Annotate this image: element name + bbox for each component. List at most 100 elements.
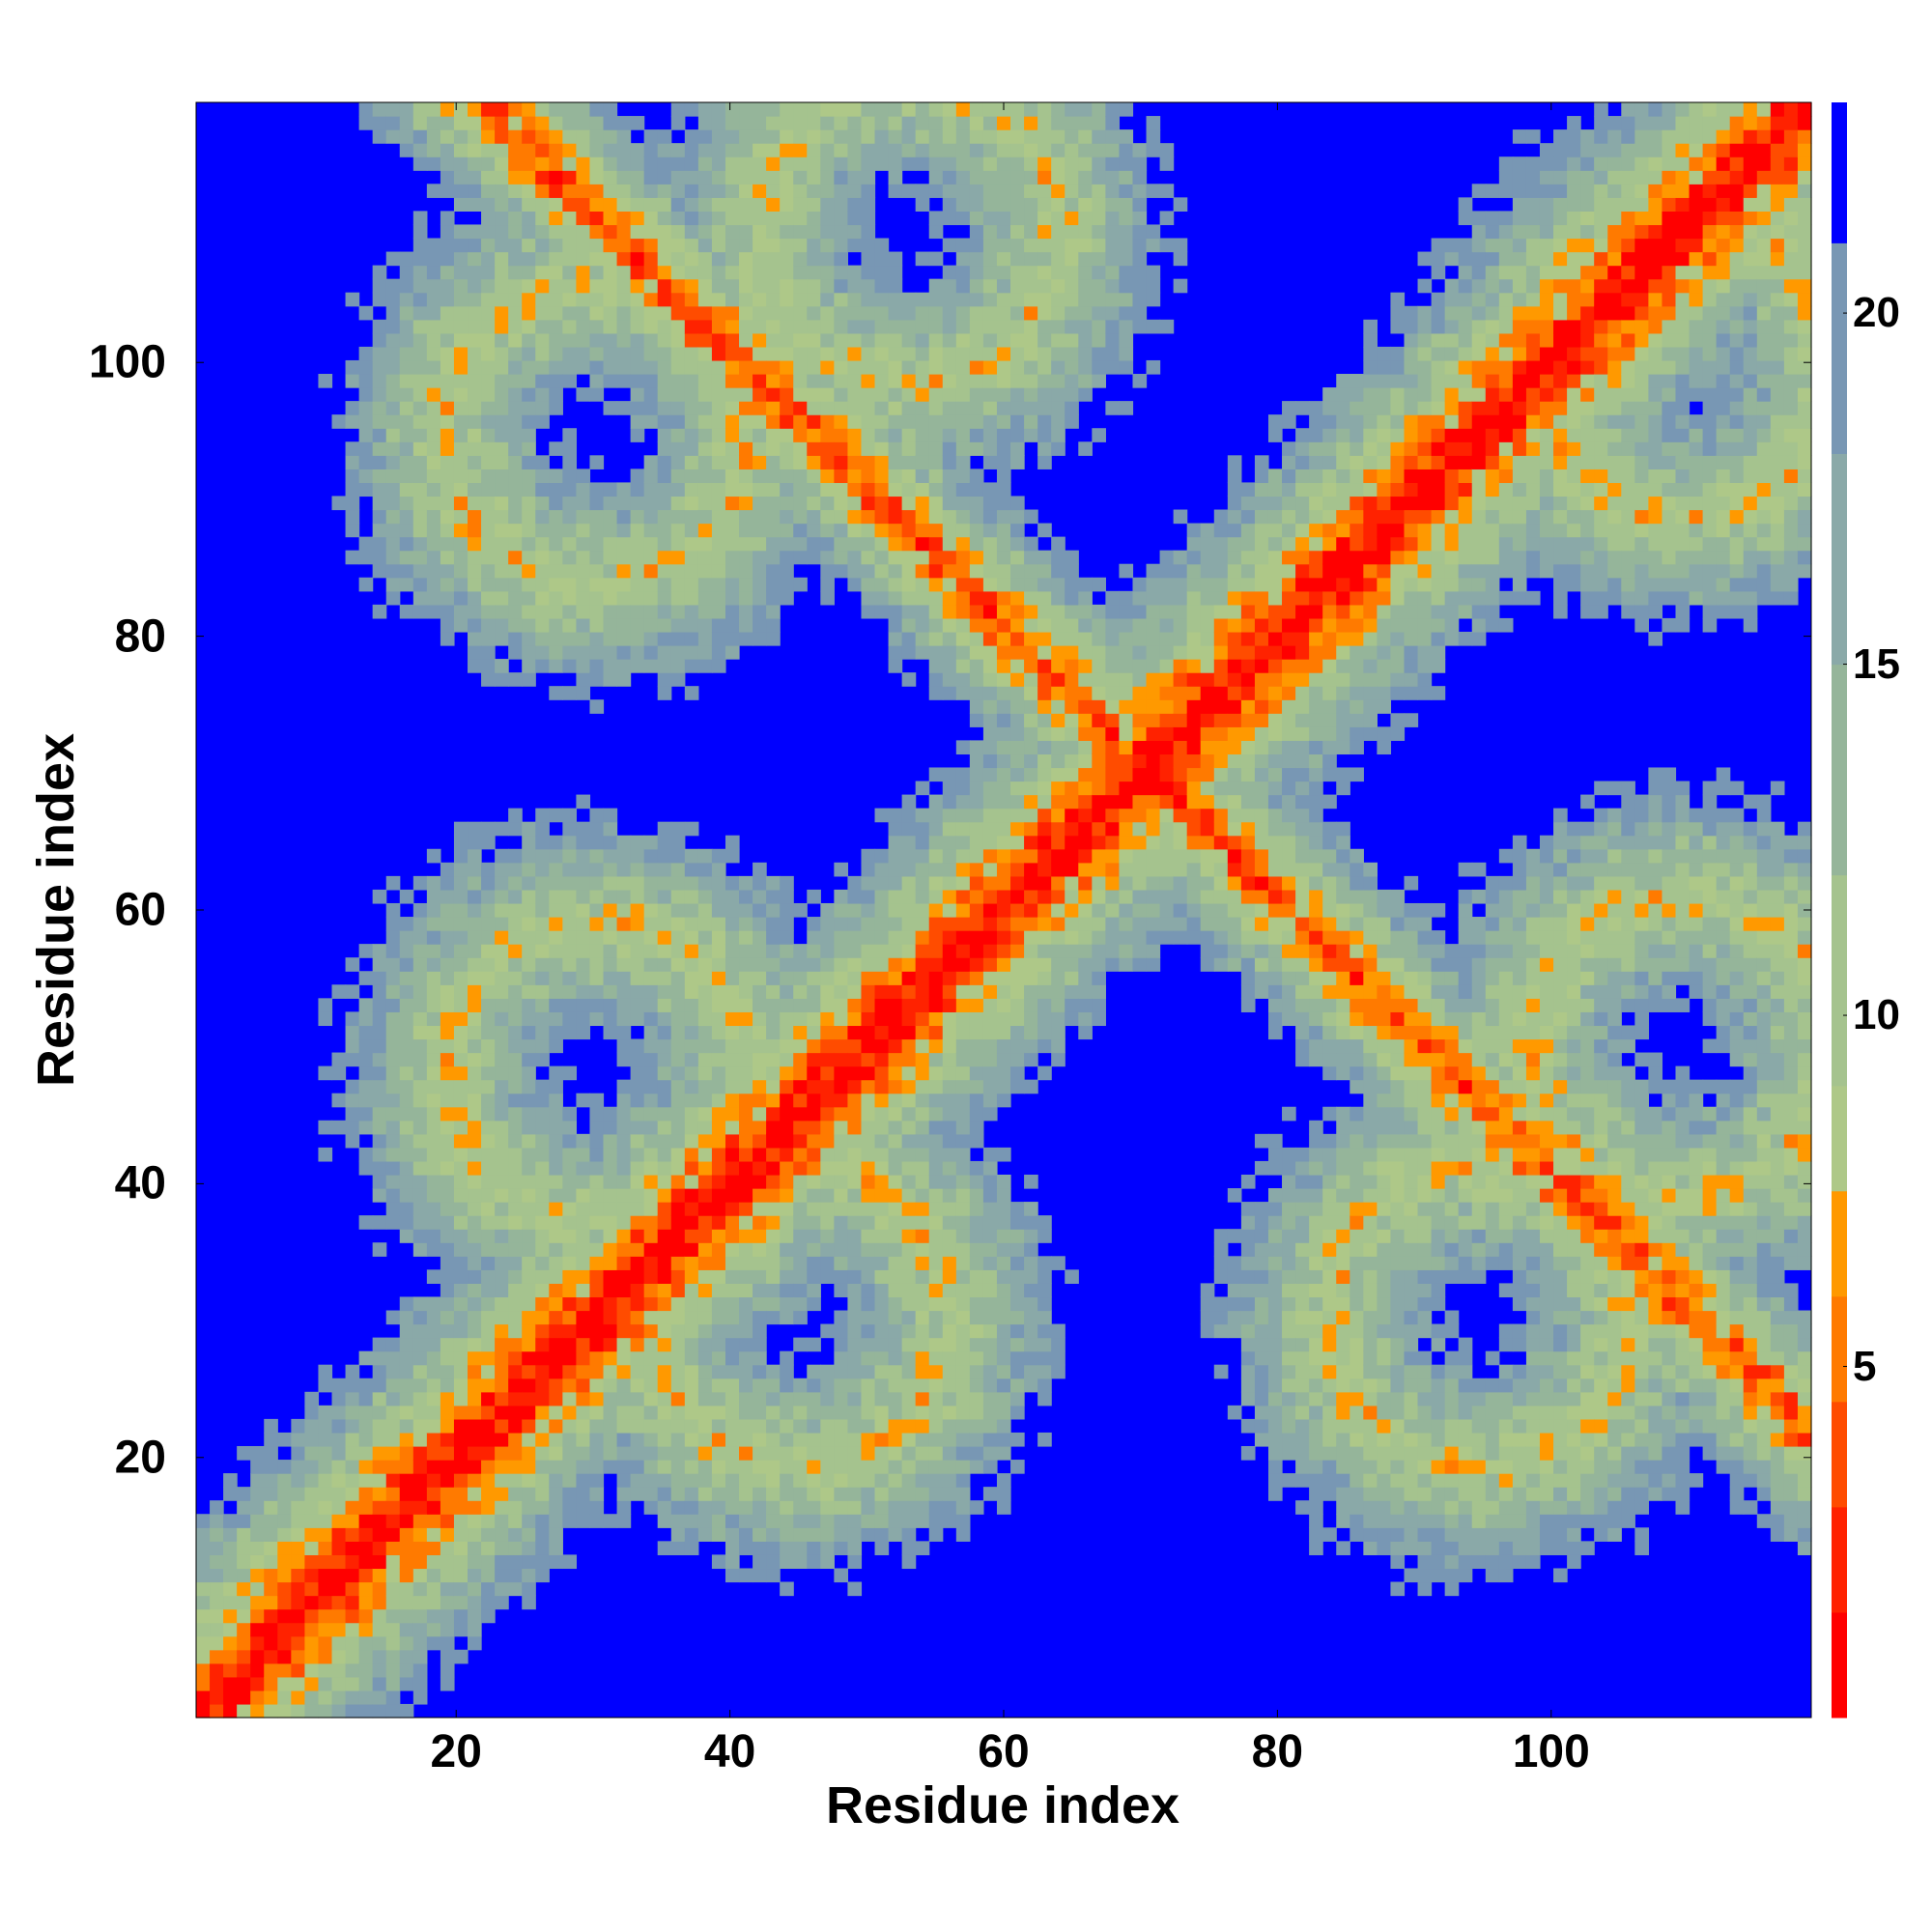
heatmap-cell — [495, 1350, 509, 1366]
heatmap-cell — [385, 469, 401, 484]
heatmap-cell — [942, 1160, 957, 1176]
heatmap-cell — [901, 1337, 917, 1352]
heatmap-cell — [955, 1364, 971, 1379]
heatmap-cell — [385, 482, 401, 497]
heatmap-cell — [874, 278, 890, 294]
heatmap-cell — [807, 1052, 821, 1067]
heatmap-cell — [874, 1025, 890, 1040]
heatmap-cell — [250, 1500, 265, 1515]
heatmap-cell — [793, 184, 808, 198]
heatmap-cell — [874, 1160, 890, 1176]
heatmap-cell — [426, 1310, 441, 1325]
heatmap-cell — [318, 1608, 333, 1624]
heatmap-cell — [643, 1418, 659, 1434]
heatmap-cell — [453, 1405, 469, 1420]
heatmap-cell — [495, 1065, 509, 1081]
heatmap-cell — [358, 1541, 374, 1555]
heatmap-cell — [697, 251, 713, 267]
heatmap-cell — [1065, 686, 1079, 700]
heatmap-cell — [657, 1147, 672, 1162]
heatmap-cell — [1037, 1025, 1052, 1040]
heatmap-cell — [426, 265, 441, 280]
heatmap-cell — [616, 1337, 632, 1352]
heatmap-cell — [697, 496, 713, 511]
heatmap-cell — [942, 1038, 957, 1054]
heatmap-cell — [766, 1487, 781, 1501]
heatmap-cell — [807, 1487, 821, 1501]
heatmap-cell — [888, 374, 903, 388]
heatmap-cell — [780, 577, 794, 592]
heatmap-cell — [657, 211, 672, 226]
heatmap-cell — [440, 902, 455, 918]
heatmap-cell — [780, 984, 794, 999]
heatmap-cell — [996, 265, 1011, 280]
heatmap-cell — [807, 1188, 821, 1203]
heatmap-cell — [522, 482, 536, 497]
heatmap-cell — [928, 835, 944, 850]
heatmap-cell — [820, 102, 835, 117]
heatmap-cell — [522, 1568, 536, 1583]
heatmap-cell — [358, 1038, 374, 1054]
heatmap-cell — [793, 1052, 808, 1067]
heatmap-cell — [453, 1025, 469, 1040]
heatmap-cell — [955, 1025, 971, 1040]
heatmap-cell — [888, 469, 903, 484]
heatmap-cell — [739, 1160, 753, 1176]
heatmap-cell — [996, 645, 1011, 660]
heatmap-cell — [901, 1350, 917, 1366]
heatmap-cell — [372, 1418, 387, 1434]
heatmap-cell — [358, 102, 374, 117]
heatmap-cell — [250, 1649, 265, 1664]
heatmap-cell — [670, 414, 686, 429]
heatmap-cell — [481, 1283, 496, 1298]
heatmap-cell — [861, 1445, 876, 1461]
heatmap-cell — [780, 496, 794, 511]
heatmap-cell — [780, 401, 794, 415]
heatmap-cell — [969, 1337, 984, 1352]
heatmap-cell — [291, 1514, 305, 1528]
heatmap-cell — [453, 1229, 469, 1243]
heatmap-cell — [996, 496, 1011, 511]
heatmap-cell — [589, 1323, 605, 1339]
heatmap-cell — [385, 1554, 401, 1570]
heatmap-cell — [807, 1093, 821, 1108]
heatmap-cell — [684, 659, 699, 673]
heatmap-cell — [996, 251, 1011, 267]
heatmap-cell — [780, 1052, 794, 1067]
heatmap-cell — [901, 604, 917, 619]
heatmap-cell — [684, 536, 699, 552]
heatmap-cell — [426, 1473, 441, 1488]
heatmap-cell — [589, 917, 605, 931]
heatmap-cell — [753, 211, 767, 226]
heatmap-cell — [589, 292, 605, 307]
heatmap-cell — [942, 1283, 957, 1298]
heatmap-cell — [739, 1147, 753, 1162]
heatmap-cell — [955, 156, 971, 171]
heatmap-cell — [481, 319, 496, 334]
heatmap-cell — [385, 305, 401, 321]
heatmap-cell — [711, 563, 726, 579]
heatmap-cell — [969, 441, 984, 456]
heatmap-cell — [440, 387, 455, 402]
heatmap-cell — [440, 930, 455, 945]
heatmap-cell — [739, 536, 753, 552]
heatmap-cell — [616, 1229, 632, 1243]
heatmap-cell — [385, 116, 401, 130]
heatmap-cell — [603, 251, 618, 267]
heatmap-cell — [522, 1554, 536, 1570]
heatmap-cell — [861, 332, 876, 348]
heatmap-cell — [942, 346, 957, 361]
heatmap-cell — [955, 550, 971, 565]
heatmap-cell — [440, 1432, 455, 1447]
heatmap-cell — [1024, 862, 1038, 877]
heatmap-cell — [928, 808, 944, 823]
heatmap-cell — [603, 1460, 618, 1474]
heatmap-cell — [874, 930, 890, 945]
heatmap-cell — [426, 957, 441, 972]
heatmap-cell — [237, 1690, 251, 1705]
heatmap-cell — [616, 617, 632, 633]
heatmap-cell — [861, 414, 876, 429]
heatmap-cell — [264, 1649, 278, 1664]
heatmap-cell — [345, 1052, 360, 1067]
heatmap-cell — [223, 1554, 238, 1570]
